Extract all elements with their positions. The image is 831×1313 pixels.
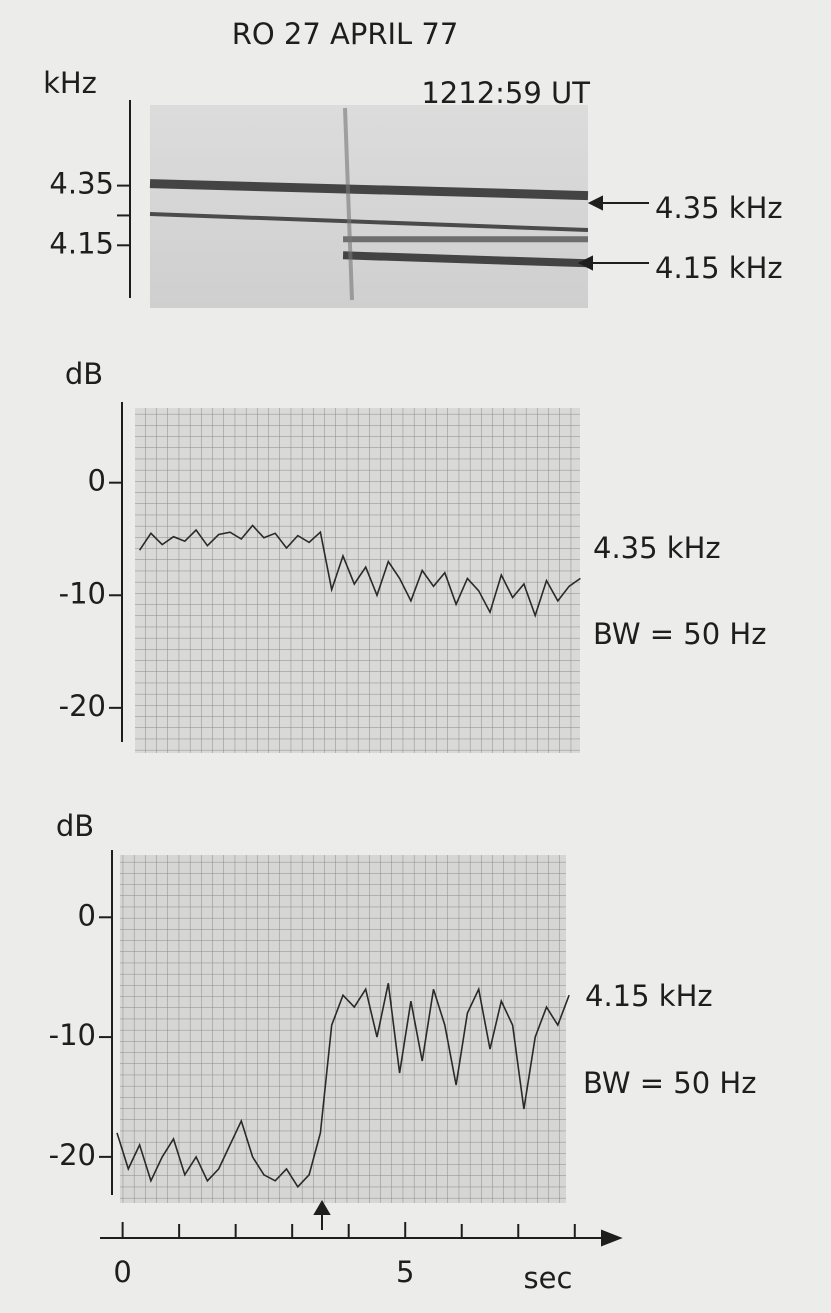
annotation-arrow [577,255,649,271]
y-axis-label: dB [56,809,94,843]
x-axis-line [100,1229,623,1247]
band [149,179,589,201]
annotation: BW = 50 Hz [593,617,766,651]
y-tick-label: -20 [59,689,106,723]
y-tick-label: -20 [49,1138,96,1172]
subtitle: 1212:59 UT [421,76,590,110]
spectrogram-panel [150,105,588,308]
band [342,251,589,268]
y-axis-label: dB [65,357,103,391]
y-tick-label: 0 [88,464,106,498]
band [343,107,354,301]
x-tick-label: 5 [396,1255,414,1289]
band [149,212,589,232]
title: RO 27 APRIL 77 [232,17,459,51]
y-tick-label: 4.15 [49,226,114,260]
annotation: BW = 50 Hz [583,1066,756,1100]
annotation: 4.35 kHz [593,531,721,565]
annotation: 4.15 kHz [655,251,783,285]
y-tick-label: 0 [78,898,96,932]
annotation: 4.35 kHz [655,191,783,225]
annotation-arrow [587,195,649,211]
y-tick-label: -10 [59,576,106,610]
y-axis-label: kHz [43,66,97,100]
signal-trace [116,983,570,1189]
x-axis-label: sec [524,1261,573,1295]
annotation: 4.15 kHz [585,979,713,1013]
y-tick-label: -10 [49,1018,96,1052]
y-tick-label: 4.35 [49,167,114,201]
signal-trace [138,524,581,618]
event-arrow [313,1200,331,1230]
chart-grid [120,855,566,1203]
x-tick-label: 0 [113,1255,131,1289]
